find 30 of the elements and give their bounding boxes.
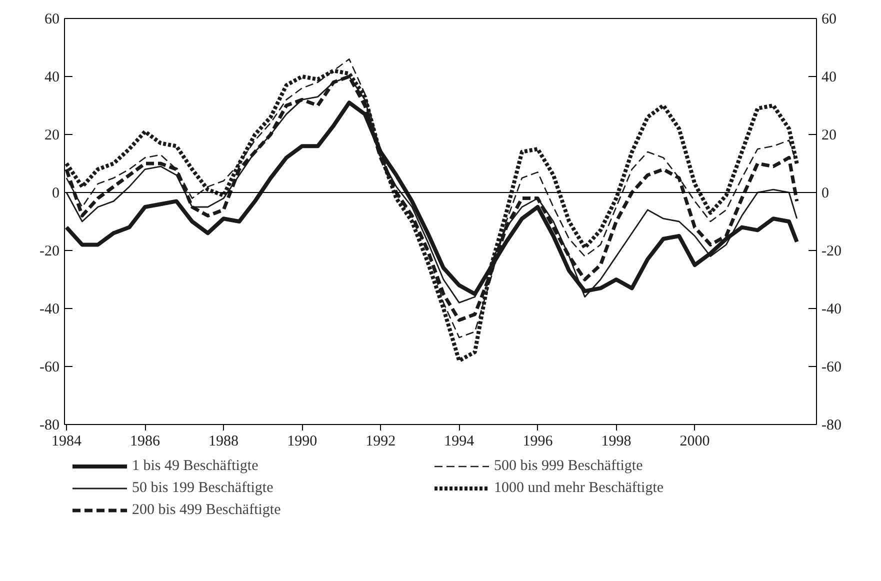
y-tick-label: -80	[40, 418, 60, 434]
x-tick-label: 1986	[130, 434, 160, 450]
y2-tick-label: -80	[822, 418, 842, 434]
y-tick-label: -20	[40, 244, 60, 260]
y2-tick-label: -20	[822, 244, 842, 260]
x-tick-label: 1994	[444, 434, 475, 450]
legend-label: 50 bis 199 Beschäftigte	[132, 480, 274, 496]
legend-label: 500 bis 999 Beschäftigte	[494, 458, 644, 474]
y2-tick-label: 40	[822, 70, 836, 86]
y-tick-label: 40	[44, 70, 60, 86]
x-tick-label: 2000	[680, 434, 710, 450]
y-tick-label: 60	[44, 12, 60, 28]
y-tick-label: 20	[44, 128, 60, 144]
x-tick-label: 1992	[366, 434, 396, 450]
x-tick-label: 1990	[287, 434, 318, 450]
x-tick-label: 1998	[601, 434, 632, 450]
y-tick-label: -60	[40, 360, 60, 376]
x-tick-label: 1984	[51, 434, 82, 450]
x-tick-label: 1988	[208, 434, 239, 450]
legend-label: 1000 und mehr Beschäftigte	[494, 480, 665, 496]
y2-tick-label: 0	[822, 186, 829, 202]
x-tick-label: 1996	[522, 434, 554, 450]
y2-tick-label: -60	[822, 360, 842, 376]
y2-tick-label: 20	[822, 128, 836, 144]
legend-label: 1 bis 49 Beschäftigte	[132, 458, 260, 474]
y-tick-label: 0	[52, 186, 60, 202]
legend-label: 200 bis 499 Beschäftigte	[132, 502, 282, 518]
y-tick-label: -40	[40, 302, 60, 318]
y2-tick-label: -40	[822, 302, 842, 318]
y2-tick-label: 60	[822, 12, 836, 28]
